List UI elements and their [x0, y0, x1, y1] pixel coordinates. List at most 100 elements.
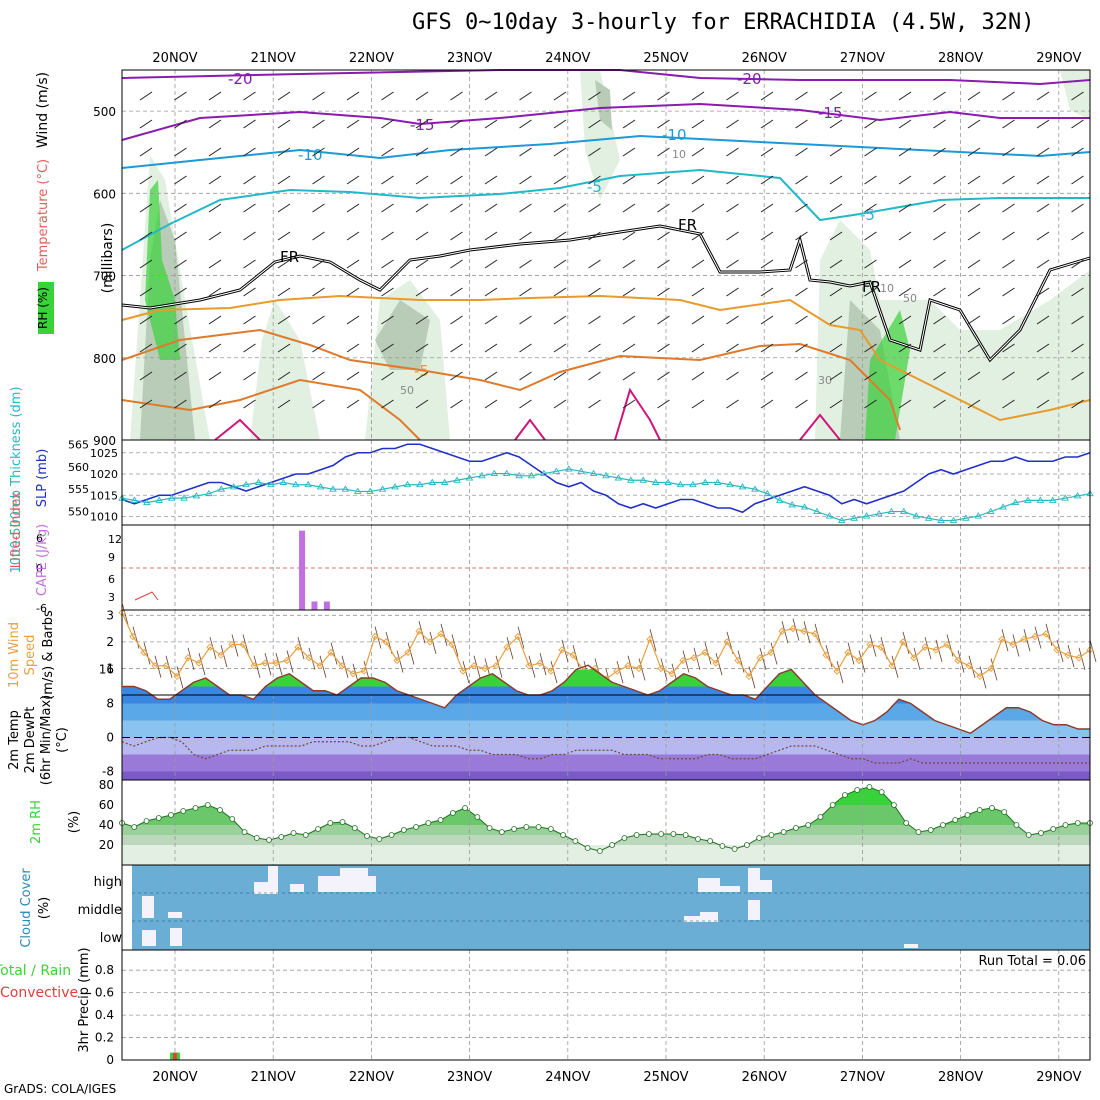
wind-barb [836, 660, 844, 684]
wind-speed-point [195, 659, 203, 667]
top-date-label: 23NOV [447, 51, 492, 66]
wind-tick-label: 3 [106, 608, 114, 622]
wind-barb [1034, 626, 1042, 649]
wind-barb [174, 343, 187, 353]
wind-barb [829, 287, 843, 297]
wind-barb [622, 147, 636, 157]
thickness-point [229, 483, 238, 490]
wind-barb [588, 315, 601, 325]
thickness-point [627, 476, 635, 483]
wind-barb [277, 119, 291, 129]
wind-barb [553, 175, 567, 185]
rh-point [817, 814, 824, 820]
wind-speed-point [844, 648, 852, 657]
slp-tick-label: 1010 [90, 511, 118, 524]
pressure-tick-label: 900 [93, 434, 116, 448]
axis-label: (m/s) & Barbs [41, 610, 56, 700]
wind-speed-point [1031, 632, 1039, 641]
wind-speed-point [338, 662, 346, 670]
wind-barb [1036, 175, 1050, 185]
rh-point [633, 832, 640, 838]
rh-point [1074, 820, 1081, 826]
thickness-point [937, 516, 945, 523]
thickness-point [180, 494, 188, 501]
wind-barb [208, 399, 222, 409]
rh-point [866, 784, 873, 790]
rh-point [744, 842, 750, 848]
wind-barb [139, 203, 153, 213]
wind-barb [553, 203, 567, 213]
wind-barb [588, 175, 601, 185]
wind-barb [243, 371, 256, 381]
temperature-contour [121, 69, 1091, 86]
wind-barb [484, 231, 498, 241]
thickness-point [403, 480, 412, 488]
rh-shading [145, 180, 180, 360]
thickness-point [887, 507, 896, 515]
rh-point [278, 834, 285, 840]
wind-barb [277, 259, 291, 269]
wind-speed-point [1009, 640, 1017, 649]
wind-barb [657, 175, 670, 185]
wind-barb [657, 203, 670, 213]
wind-barb [1002, 315, 1015, 325]
thickness-point [999, 503, 1007, 510]
wind-barb [726, 119, 739, 129]
temp-tick-label: 8 [106, 697, 114, 711]
wind-barb [312, 203, 325, 213]
rh-point [1038, 830, 1044, 836]
axis-label: (%) [37, 897, 52, 920]
thickness-point [167, 494, 176, 501]
thickness-tick-label: 565 [68, 438, 89, 451]
axis-label: (°C) [55, 727, 70, 753]
wind-barb [312, 371, 325, 381]
wind-barb [277, 315, 291, 325]
temperature-label: -10 [298, 146, 323, 164]
wind-barb [275, 653, 283, 676]
top-date-label: 22NOV [349, 51, 394, 66]
wind-barb [979, 666, 987, 689]
wind-barb [622, 203, 636, 213]
rh-point [462, 805, 468, 811]
slp-thickness-panel: 550 555 560 565 1010 1015 1020 1025 1000-500mb T… [9, 386, 1094, 574]
wind-barb [553, 119, 567, 129]
cloud-cell [684, 916, 712, 922]
wind-barb [139, 287, 153, 297]
thickness-point [900, 507, 908, 515]
temperature-label: FR [862, 278, 881, 296]
wind-barb [622, 287, 636, 297]
wind-barb [381, 315, 394, 325]
temperature-line [122, 664, 1090, 735]
wind-speed-point [613, 667, 621, 675]
rh-point [474, 814, 481, 820]
rh-point [719, 843, 726, 849]
temperature-label: -20 [228, 70, 253, 88]
wind-barb [346, 287, 360, 297]
rh-point [143, 818, 150, 824]
wind-barb [898, 287, 912, 297]
wind-barb [864, 315, 877, 325]
wind-barb [198, 653, 206, 676]
cape-tick-label: 3 [108, 591, 115, 604]
wind-barb [898, 147, 912, 157]
wind-barb [381, 259, 394, 269]
wind-speed-point [888, 662, 896, 670]
precip-panel: 0 0.2 0.4 0.6 0.8 Run Total = 0.06 Total / Rai… [0, 947, 1091, 1067]
rh-point [192, 805, 199, 811]
wind-barb [864, 147, 877, 157]
thickness-point [751, 485, 759, 492]
wind-barb [760, 119, 774, 129]
wind-barb [519, 203, 532, 213]
axis-label: RH (%) [36, 287, 50, 329]
wind-barb [139, 315, 153, 325]
wind-barb [1036, 399, 1050, 409]
rh-point [1013, 822, 1020, 828]
temperature-contour [121, 328, 901, 431]
lifted-index-line [134, 591, 159, 601]
wind-barb [795, 371, 808, 381]
wind-barb [174, 147, 187, 157]
wind-barb [312, 399, 325, 409]
wind-barb [451, 634, 459, 657]
bottom-date-axis: 20NOV 21NOV 22NOV 23NOV 24NOV 25NOV 26NOV 27NOV… [152, 1070, 1081, 1085]
rh-point [523, 824, 530, 830]
